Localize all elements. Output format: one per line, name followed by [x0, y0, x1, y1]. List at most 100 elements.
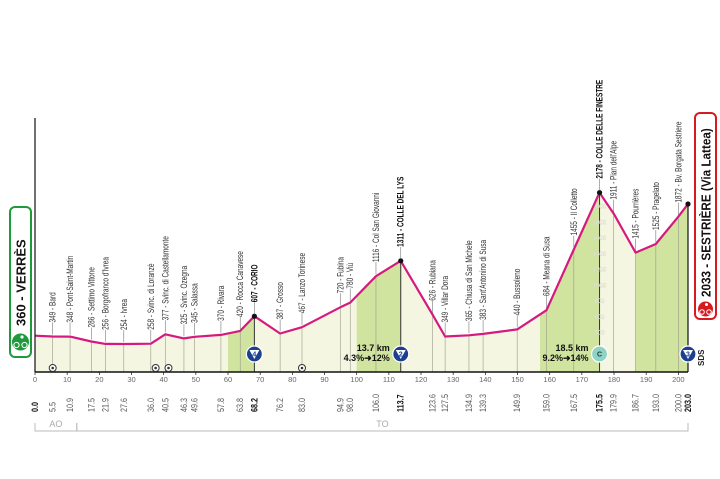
- y-tick-label: 1400: [593, 252, 607, 258]
- waypoint-label: 1525 - Pragelato: [651, 182, 661, 230]
- waypoint-label: 365 - Chiusa di San Michele: [464, 240, 474, 321]
- x-tick-label: 200: [672, 375, 685, 384]
- finish-cyclist-icon: [697, 300, 714, 318]
- x-tick-label: 130: [447, 375, 460, 384]
- y-tick-label: 600: [595, 315, 606, 321]
- y-tick-label: 1600: [593, 236, 607, 242]
- km-label: 149.9: [512, 394, 522, 412]
- km-label: 127.5: [440, 394, 450, 412]
- cyclist-wheel: [21, 341, 28, 349]
- x-tick-label: 90: [320, 375, 328, 384]
- km-label: 10.9: [65, 398, 75, 412]
- x-tick-label: 60: [224, 375, 232, 384]
- km-label: 63.8: [235, 398, 245, 412]
- waypoint-label: 370 - Rivara: [216, 285, 226, 321]
- waypoint-label: 383 - Sant'Antonino di Susa: [478, 239, 488, 320]
- waypoint-label: 256 - Borgofranco d'Ivrea: [100, 257, 110, 330]
- cyclist-wheel: [13, 341, 20, 349]
- waypoint-label: 1455 - Il Colletto: [569, 188, 579, 236]
- km-label: 134.9: [464, 394, 474, 412]
- x-tick-label: 140: [479, 375, 492, 384]
- km-label: 193.0: [651, 394, 661, 412]
- cyclist-head: [705, 303, 708, 306]
- profile-area: [35, 192, 688, 372]
- climb-category: C: [597, 352, 602, 359]
- climb-gradient: 4.3%➜12%: [344, 353, 390, 363]
- km-label: 17.5: [87, 398, 97, 412]
- waypoint-label: 467 - Lanzo Torinese: [297, 253, 307, 313]
- start-cyclist-icon: [11, 332, 30, 352]
- profile-line: [34, 191, 689, 346]
- climb-category-badge: [590, 345, 609, 363]
- waypoint-label: 254 - Ivrea: [119, 299, 129, 330]
- waypoint-label: 258 - Svinc. di Loranzè: [146, 264, 156, 330]
- waypoint-label: 325 - Svinc. Ozegna: [179, 265, 189, 324]
- waypoint-label: 286 - Settimo Vittone: [86, 267, 96, 327]
- sds-label: SDS: [697, 349, 706, 366]
- climb-gradient: 9.2%➜14%: [542, 353, 588, 363]
- km-label: 200.0: [674, 394, 684, 412]
- climb-category: 2: [399, 352, 403, 359]
- km-label: 36.0: [146, 398, 156, 412]
- km-label: 106.0: [371, 394, 381, 412]
- km-label: 40.5: [161, 398, 171, 412]
- km-label: 27.6: [119, 398, 129, 412]
- climb-area-2: [356, 260, 401, 372]
- climb-area-C: [540, 192, 600, 372]
- x-tick-label: 80: [288, 375, 296, 384]
- km-label: 175.5: [595, 394, 605, 412]
- km-label: 113.7: [396, 394, 406, 412]
- x-tick-label: 150: [511, 375, 524, 384]
- summit-dot: [251, 313, 257, 319]
- x-tick-label: 160: [543, 375, 556, 384]
- x-tick-label: 0: [33, 375, 37, 384]
- x-tick-label: 110: [383, 375, 395, 384]
- waypoint-label: 1415 - Pourrières: [631, 189, 641, 239]
- y-tick-label: 1800: [593, 220, 607, 226]
- climb-area-4: [228, 316, 255, 372]
- km-label: 46.3: [179, 398, 189, 412]
- waypoint-label: 607 - CORIO: [249, 264, 259, 302]
- waypoint-label: 1872 - Bv. Borgata Sestriere: [673, 122, 683, 203]
- waypoint-label: 345 - Salassa: [190, 283, 200, 323]
- triangle-icon: [249, 350, 260, 359]
- y-tick-label: 800: [595, 299, 606, 305]
- waypoint-label: 720 - Fubina: [335, 256, 345, 293]
- x-tick-label: 10: [63, 375, 71, 384]
- waypoint-label: 440 - Bussoleno: [512, 268, 522, 315]
- waypoint-label: 349 - Bard: [48, 292, 58, 322]
- x-tick-label: 190: [640, 375, 653, 384]
- km-label: 203.0: [683, 394, 693, 412]
- climb-area-3: [635, 204, 688, 372]
- y-tick-label: 2000: [593, 205, 607, 211]
- x-tick-label: 170: [576, 375, 589, 384]
- y-tick-label: 1000: [593, 283, 607, 289]
- sprint-icon-dot: [300, 366, 304, 370]
- km-label: 186.7: [631, 394, 641, 412]
- triangle-icon: [395, 350, 406, 359]
- km-label: 83.0: [297, 398, 307, 412]
- km-label: 21.9: [101, 398, 111, 412]
- waypoint-label: 1116 - Col San Giovanni: [371, 192, 381, 262]
- waypoint-label: 684 - Meana di Susa: [541, 236, 551, 296]
- x-tick-label: 70: [256, 375, 264, 384]
- cyclist-head: [20, 335, 24, 339]
- start-label: 360 - VERRÈS: [14, 239, 29, 326]
- sprint-icon-dot: [167, 366, 170, 370]
- finish-box: [694, 112, 717, 320]
- finish-label: 2033 - SESTRIÈRE (Via Lattea): [698, 128, 714, 297]
- x-tick-label: 20: [95, 375, 103, 384]
- km-label: 0.0: [30, 402, 40, 412]
- sprint-icon-dot: [154, 366, 157, 370]
- x-tick-label: 180: [608, 375, 621, 384]
- waypoint-label: 2178 - COLLE DELLE FINESTRE: [595, 80, 605, 179]
- km-label: 57.8: [216, 398, 226, 412]
- cyclist-wheel: [706, 309, 712, 315]
- km-label: 76.2: [275, 398, 285, 412]
- waypoint-label: 349 - Villar Dora: [440, 275, 450, 322]
- km-label: 68.2: [250, 398, 260, 412]
- triangle-icon: [683, 350, 693, 359]
- waypoint-label: 348 - Pont-Saint-Martin: [65, 256, 75, 323]
- x-tick-label: 100: [350, 375, 363, 384]
